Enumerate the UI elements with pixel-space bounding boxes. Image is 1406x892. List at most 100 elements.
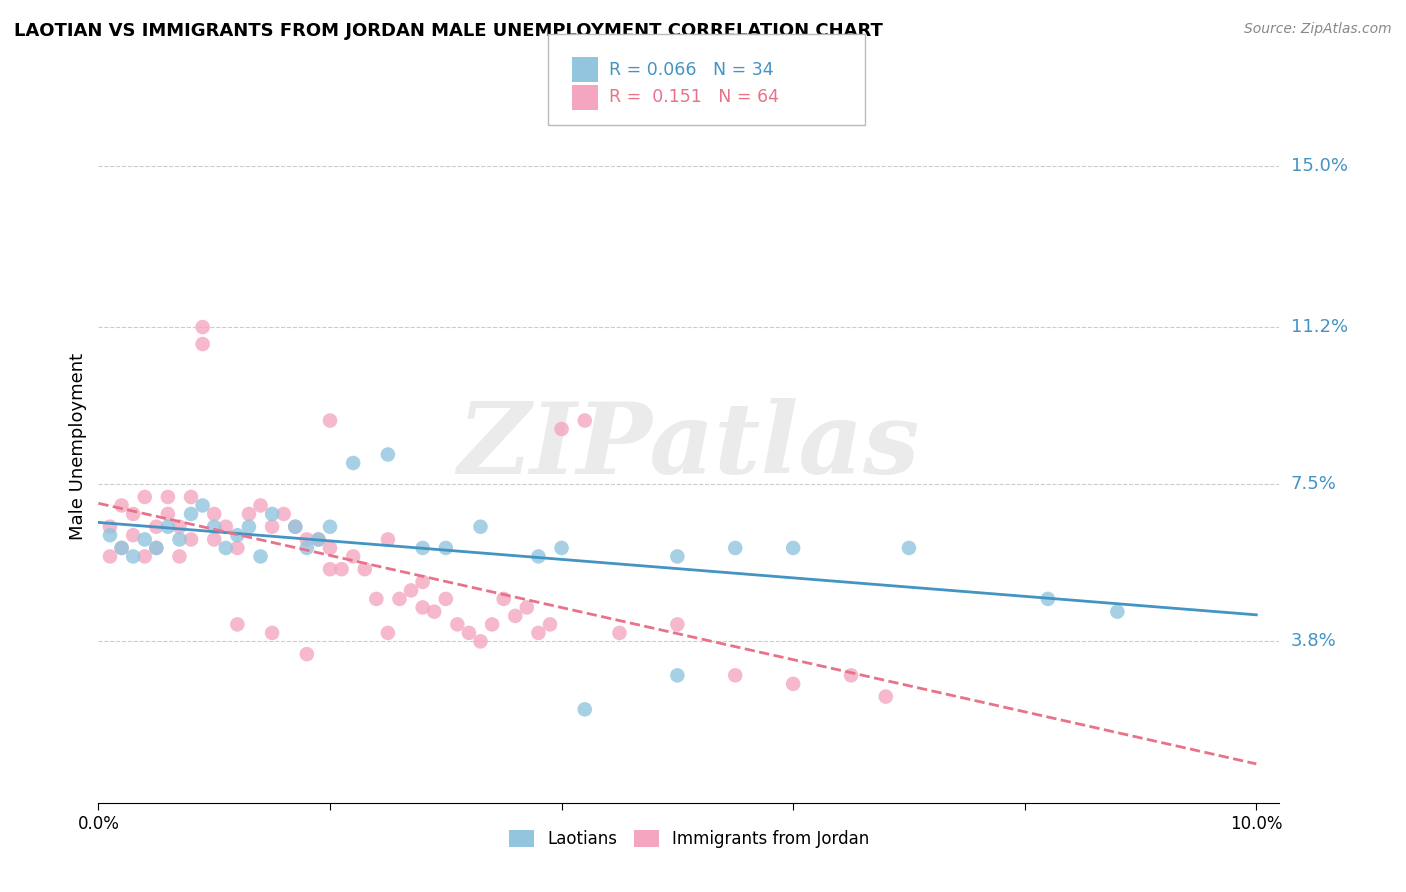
Point (307, 533, 329, 547)
Text: R = 0.066   N = 34: R = 0.066 N = 34 (609, 61, 773, 78)
Point (492, 591, 515, 606)
Point (412, 600, 434, 615)
Point (284, 519, 307, 533)
Point (782, 541, 804, 555)
Point (724, 541, 747, 555)
Point (434, 541, 457, 555)
Point (98, 549, 121, 564)
Text: Source: ZipAtlas.com: Source: ZipAtlas.com (1244, 22, 1392, 37)
Point (122, 528, 145, 542)
Text: 3.8%: 3.8% (1291, 632, 1336, 650)
Point (666, 549, 689, 564)
Point (273, 507, 295, 521)
Point (470, 634, 492, 648)
Point (202, 519, 225, 533)
Point (307, 533, 329, 547)
Point (377, 448, 399, 462)
Point (202, 507, 225, 521)
Point (839, 668, 862, 682)
Point (262, 519, 284, 533)
Point (423, 605, 446, 619)
Point (215, 541, 238, 555)
Text: ZIPatlas: ZIPatlas (458, 398, 920, 494)
Point (122, 549, 145, 564)
Point (134, 490, 156, 504)
Point (238, 507, 260, 521)
Point (377, 533, 399, 547)
Point (156, 490, 179, 504)
Point (145, 519, 167, 533)
Point (191, 320, 214, 334)
Point (249, 499, 271, 513)
Point (330, 562, 353, 576)
Point (169, 549, 191, 564)
Point (666, 668, 689, 682)
Point (180, 490, 202, 504)
Point (110, 499, 132, 513)
Point (319, 562, 342, 576)
Point (366, 591, 388, 606)
Point (156, 507, 179, 521)
Point (262, 507, 284, 521)
Point (353, 562, 375, 576)
Text: LAOTIAN VS IMMIGRANTS FROM JORDAN MALE UNEMPLOYMENT CORRELATION CHART: LAOTIAN VS IMMIGRANTS FROM JORDAN MALE U… (14, 22, 883, 40)
Point (122, 507, 145, 521)
Point (574, 413, 596, 427)
Point (249, 549, 271, 564)
Point (470, 519, 492, 533)
Point (295, 533, 318, 547)
Point (238, 519, 260, 533)
Point (284, 519, 307, 533)
Point (295, 541, 318, 555)
Point (342, 456, 364, 470)
Point (388, 591, 411, 606)
Point (609, 626, 631, 640)
Point (897, 541, 920, 555)
Point (1036, 591, 1059, 606)
Text: 7.5%: 7.5% (1291, 475, 1337, 493)
Point (412, 541, 434, 555)
Point (550, 422, 572, 436)
Point (98, 519, 121, 533)
Point (782, 677, 804, 691)
Point (169, 519, 191, 533)
Point (377, 626, 399, 640)
Point (724, 668, 747, 682)
Legend: Laotians, Immigrants from Jordan: Laotians, Immigrants from Jordan (502, 823, 876, 855)
Point (110, 541, 132, 555)
Point (134, 549, 156, 564)
Point (145, 541, 167, 555)
Point (1107, 605, 1129, 619)
Point (110, 541, 132, 555)
Point (875, 690, 897, 704)
Point (319, 519, 342, 533)
Text: 11.2%: 11.2% (1291, 318, 1348, 336)
Point (503, 608, 526, 623)
Point (215, 519, 238, 533)
Point (516, 600, 538, 615)
Point (550, 541, 572, 555)
Point (412, 574, 434, 589)
Point (319, 541, 342, 555)
Point (180, 507, 202, 521)
Text: 15.0%: 15.0% (1291, 157, 1347, 175)
Point (191, 337, 214, 351)
Point (574, 702, 596, 716)
Point (226, 617, 249, 632)
Point (191, 499, 214, 513)
Point (527, 549, 550, 564)
Point (538, 617, 561, 632)
Point (134, 533, 156, 547)
Text: R =  0.151   N = 64: R = 0.151 N = 64 (609, 88, 779, 106)
Point (262, 626, 284, 640)
Point (226, 528, 249, 542)
Point (527, 626, 550, 640)
Point (434, 591, 457, 606)
Point (98, 528, 121, 542)
Point (156, 519, 179, 533)
Point (226, 541, 249, 555)
Point (446, 617, 468, 632)
Point (666, 617, 689, 632)
Point (319, 413, 342, 427)
Point (202, 533, 225, 547)
